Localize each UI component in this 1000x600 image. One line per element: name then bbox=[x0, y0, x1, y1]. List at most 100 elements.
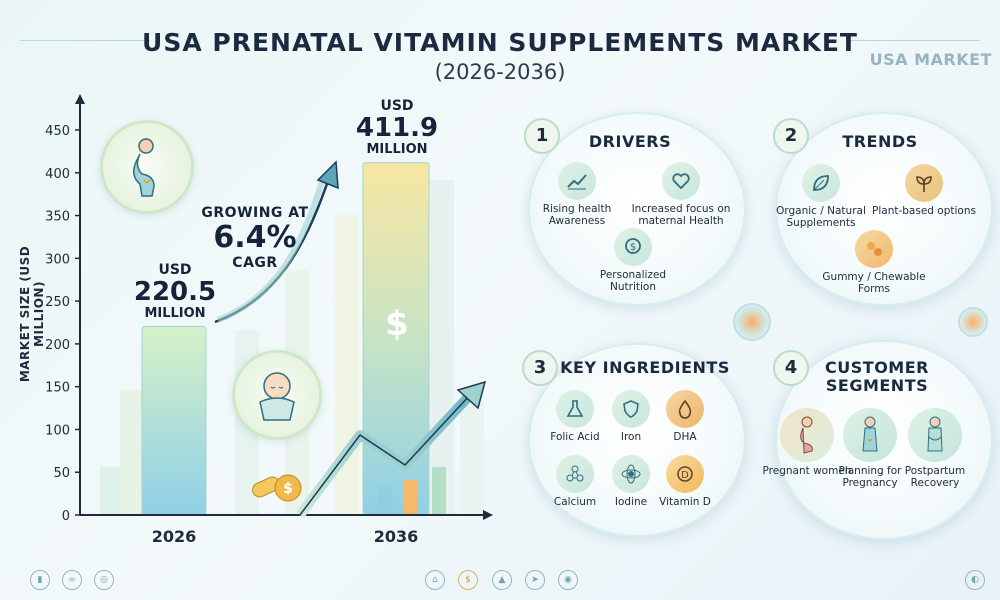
bottom-dollar-icon: $ bbox=[458, 570, 478, 590]
bars bbox=[141, 162, 446, 516]
y-tick-label: 200 bbox=[45, 338, 70, 353]
x-axis-arrow bbox=[483, 510, 493, 520]
ingredient-label-iodine: Iodine bbox=[614, 496, 648, 508]
segment-postpartum: Postpartum Recovery bbox=[880, 408, 990, 489]
growth-arrow-head bbox=[316, 160, 339, 190]
trend-label-plant: Plant-based options bbox=[872, 205, 976, 217]
y-tick-label: 50 bbox=[53, 466, 70, 481]
x-tick-label: 2036 bbox=[374, 527, 419, 546]
ingredient-dha: DHA bbox=[630, 390, 740, 443]
driver-label-nutrition: Personalized Nutrition bbox=[599, 269, 667, 293]
coin-hand-icon: $ bbox=[614, 228, 652, 266]
ingredient-folic: Folic Acid bbox=[520, 390, 630, 443]
bottom-target-icon: ◉ bbox=[558, 570, 578, 590]
ingredients-title: KEY INGREDIENTS bbox=[560, 358, 730, 377]
atom-icon bbox=[612, 455, 650, 493]
y-axis-arrow bbox=[75, 94, 85, 104]
driver-item-awareness: Rising health Awareness bbox=[522, 162, 632, 227]
x-tick-label: 2026 bbox=[152, 527, 197, 546]
gummy-icon bbox=[855, 230, 893, 268]
bottom-people-icon: ∞ bbox=[62, 570, 82, 590]
ingredients-number: 3 bbox=[522, 350, 558, 386]
svg-text:$: $ bbox=[630, 242, 636, 253]
chart-up-icon bbox=[558, 162, 596, 200]
baby-icon bbox=[232, 350, 322, 440]
ingredient-label-iron: Iron bbox=[620, 431, 642, 443]
trends-number: 2 bbox=[773, 118, 809, 154]
ingredients-panel bbox=[528, 343, 746, 537]
value-currency-2026: USD bbox=[158, 262, 192, 278]
y-axis-label: MARKET SIZE (USD MILLION) bbox=[18, 245, 46, 383]
ingredient-label-dha: DHA bbox=[673, 431, 697, 443]
cagr-value: 6.4% bbox=[213, 220, 297, 255]
segment-label-postpartum: Postpartum Recovery bbox=[904, 465, 966, 489]
y-axis-ticks: 0 50 100 150 200 250 300 350 400 450 bbox=[45, 124, 80, 524]
drivers-title: DRIVERS bbox=[588, 132, 672, 151]
driver-label-maternal: Increased focus on maternal Health bbox=[631, 203, 731, 227]
shield-icon bbox=[612, 390, 650, 428]
pills-icon: $ bbox=[250, 468, 304, 508]
segments-number: 4 bbox=[773, 350, 809, 386]
drop-icon bbox=[666, 390, 704, 428]
center-node bbox=[733, 303, 771, 341]
ingredient-label-calcium: Calcium bbox=[553, 496, 597, 508]
segments-title-line1: CUSTOMER bbox=[825, 358, 929, 377]
trend-label-gummy: Gummy / Chewable Forms bbox=[822, 271, 926, 295]
pregnant-woman-icon bbox=[100, 120, 194, 214]
dollar-symbol: $ bbox=[385, 304, 409, 344]
header-line-right bbox=[850, 40, 980, 41]
y-tick-label: 250 bbox=[45, 295, 70, 310]
trend-arrow-outline bbox=[299, 394, 471, 516]
flask-icon bbox=[556, 390, 594, 428]
y-tick-label: 450 bbox=[45, 124, 70, 139]
mother-icon bbox=[908, 408, 962, 462]
segment-label-planning: Planning for Pregnancy bbox=[838, 465, 902, 489]
bottom-right-icon: ◐ bbox=[965, 570, 985, 590]
mini-bar bbox=[403, 480, 417, 515]
ingredient-iodine: Iodine bbox=[576, 455, 686, 508]
page-title: USA PRENATAL VITAMIN SUPPLEMENTS MARKET bbox=[142, 28, 858, 57]
trend-item-plant: Plant-based options bbox=[869, 164, 979, 217]
value-currency-2036: USD bbox=[380, 98, 414, 114]
molecule-icon bbox=[556, 455, 594, 493]
y-tick-label: 0 bbox=[62, 509, 70, 524]
svg-text:$: $ bbox=[283, 481, 293, 497]
segment-planning: Planning for Pregnancy bbox=[815, 408, 925, 489]
market-badge: USA MARKET bbox=[869, 50, 992, 69]
y-tick-label: 300 bbox=[45, 252, 70, 267]
value-label-2036: USD 411.9 MILLION bbox=[342, 98, 452, 157]
drivers-panel bbox=[528, 112, 746, 306]
cagr-line1: GROWING AT bbox=[201, 205, 309, 221]
x-axis-labels: 2026 2036 bbox=[152, 527, 419, 546]
ingredient-iron: Iron bbox=[576, 390, 686, 443]
pregnant-woman-icon bbox=[780, 408, 834, 462]
value-number-2036: 411.9 bbox=[355, 113, 439, 143]
sprout-icon bbox=[905, 164, 943, 202]
bottom-send-icon: ➤ bbox=[525, 570, 545, 590]
ingredient-label-folic: Folic Acid bbox=[550, 431, 600, 443]
segment-label-pregnant: Pregnant women bbox=[762, 465, 852, 477]
cagr-callout: GROWING AT 6.4% CAGR bbox=[200, 205, 310, 271]
heart-hands-icon bbox=[662, 162, 700, 200]
drivers-number: 1 bbox=[524, 118, 560, 154]
planning-woman-icon bbox=[843, 408, 897, 462]
y-tick-label: 350 bbox=[45, 210, 70, 225]
driver-item-maternal: Increased focus on maternal Health bbox=[626, 162, 736, 227]
mini-bar bbox=[378, 485, 392, 515]
bottom-chart2-icon: ▲ bbox=[492, 570, 512, 590]
value-label-2026: USD 220.5 MILLION bbox=[120, 262, 230, 321]
y-tick-label: 100 bbox=[45, 423, 70, 438]
trend-item-gummy: Gummy / Chewable Forms bbox=[819, 230, 929, 295]
background-bar bbox=[120, 390, 144, 515]
background-bar bbox=[460, 400, 484, 515]
cagr-line3: CAGR bbox=[232, 255, 278, 271]
bar-2026 bbox=[141, 325, 207, 516]
trend-label-organic: Organic / Natural Supplements bbox=[776, 205, 866, 229]
value-unit-2026: MILLION bbox=[144, 306, 206, 321]
ingredient-vitamin-d: D Vitamin D bbox=[630, 455, 740, 508]
bottom-globe-icon: ◎ bbox=[94, 570, 114, 590]
trends-panel bbox=[775, 112, 993, 306]
growth-arrow-fill bbox=[216, 181, 325, 323]
bottom-chart-icon: ▮ bbox=[30, 570, 50, 590]
trend-arrow-head bbox=[456, 380, 487, 410]
